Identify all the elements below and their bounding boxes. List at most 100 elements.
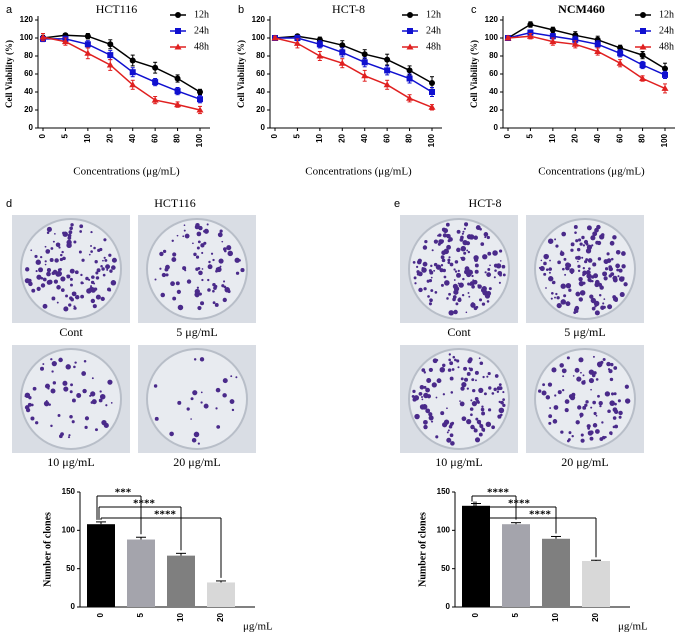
colony (450, 441, 455, 446)
colony (421, 398, 424, 401)
colony (192, 242, 194, 245)
colony (159, 267, 162, 270)
chart-title: HCT-8 (332, 2, 365, 16)
colony (440, 283, 444, 287)
colony (110, 402, 113, 404)
colony (83, 359, 87, 363)
legend-label: 12h (426, 9, 441, 20)
colony (590, 388, 592, 391)
colony (428, 415, 434, 421)
colony (414, 282, 417, 285)
colony (449, 376, 454, 381)
colony (235, 271, 240, 275)
colony (71, 398, 76, 403)
colony (193, 252, 197, 257)
colony (81, 258, 85, 262)
plate (408, 348, 510, 450)
y-tick-label: 0 (446, 602, 451, 611)
photo-label: Cont (447, 325, 471, 339)
marker (339, 49, 346, 56)
colony (446, 431, 449, 434)
y-tick-label: 40 (256, 87, 265, 96)
colony (469, 367, 473, 372)
colony (613, 392, 617, 396)
colony (485, 421, 492, 428)
colony (197, 305, 202, 311)
x-tick-label: 20 (105, 133, 114, 142)
panel-label: e (394, 198, 400, 210)
colony (574, 231, 577, 234)
colony (94, 428, 98, 432)
colony (483, 232, 489, 237)
colony (578, 277, 583, 282)
colony (577, 260, 579, 263)
legend-label: 24h (659, 25, 674, 36)
colony (478, 422, 482, 425)
colony (548, 414, 553, 419)
colony (201, 278, 204, 282)
colony (56, 301, 59, 304)
colony (602, 358, 606, 362)
colony (177, 400, 182, 405)
colony (429, 298, 433, 303)
marker (129, 57, 136, 64)
marker (640, 28, 646, 34)
colony (159, 251, 164, 257)
colony (434, 291, 438, 294)
x-axis-label: Concentrations (μg/mL) (538, 166, 645, 178)
colony (162, 249, 167, 254)
colony (482, 254, 488, 260)
panel-label: b (238, 4, 244, 16)
colony (582, 266, 586, 270)
colony (608, 265, 613, 269)
colony (66, 274, 69, 277)
colony (455, 302, 459, 306)
colony (58, 246, 61, 249)
colony (496, 390, 500, 393)
colony (175, 281, 180, 286)
colony (443, 419, 450, 425)
colony (222, 378, 228, 384)
colony (207, 288, 211, 292)
colony (474, 370, 479, 375)
colony (495, 263, 502, 269)
colony (154, 416, 159, 421)
colony (203, 228, 209, 234)
colony (604, 259, 609, 264)
x-tick-label: 20 (216, 612, 225, 621)
colony (594, 429, 600, 434)
colony (459, 401, 465, 407)
colony (423, 419, 428, 425)
colony (447, 261, 451, 264)
colony (96, 268, 101, 273)
colony (437, 242, 441, 246)
colony (481, 405, 484, 408)
colony (484, 236, 487, 239)
marker (196, 106, 204, 113)
photo-label: 5 μg/mL (564, 325, 605, 339)
colony (541, 390, 547, 396)
colony (91, 377, 94, 380)
colony (463, 366, 468, 371)
marker (107, 41, 114, 48)
marker (316, 41, 323, 48)
colony (597, 394, 600, 398)
colony (606, 361, 611, 367)
y-tick-label: 20 (489, 105, 498, 114)
colony (500, 400, 504, 405)
colony (440, 411, 445, 416)
colony (616, 268, 620, 272)
colony (610, 392, 615, 396)
colony (171, 257, 177, 263)
colony (623, 282, 628, 287)
colony (51, 361, 57, 367)
marker (174, 43, 182, 50)
colony (30, 249, 33, 252)
colony (439, 367, 446, 373)
colony (69, 296, 73, 300)
marker (39, 33, 47, 40)
colony (222, 393, 227, 398)
colony (212, 258, 215, 262)
colony (216, 266, 222, 273)
